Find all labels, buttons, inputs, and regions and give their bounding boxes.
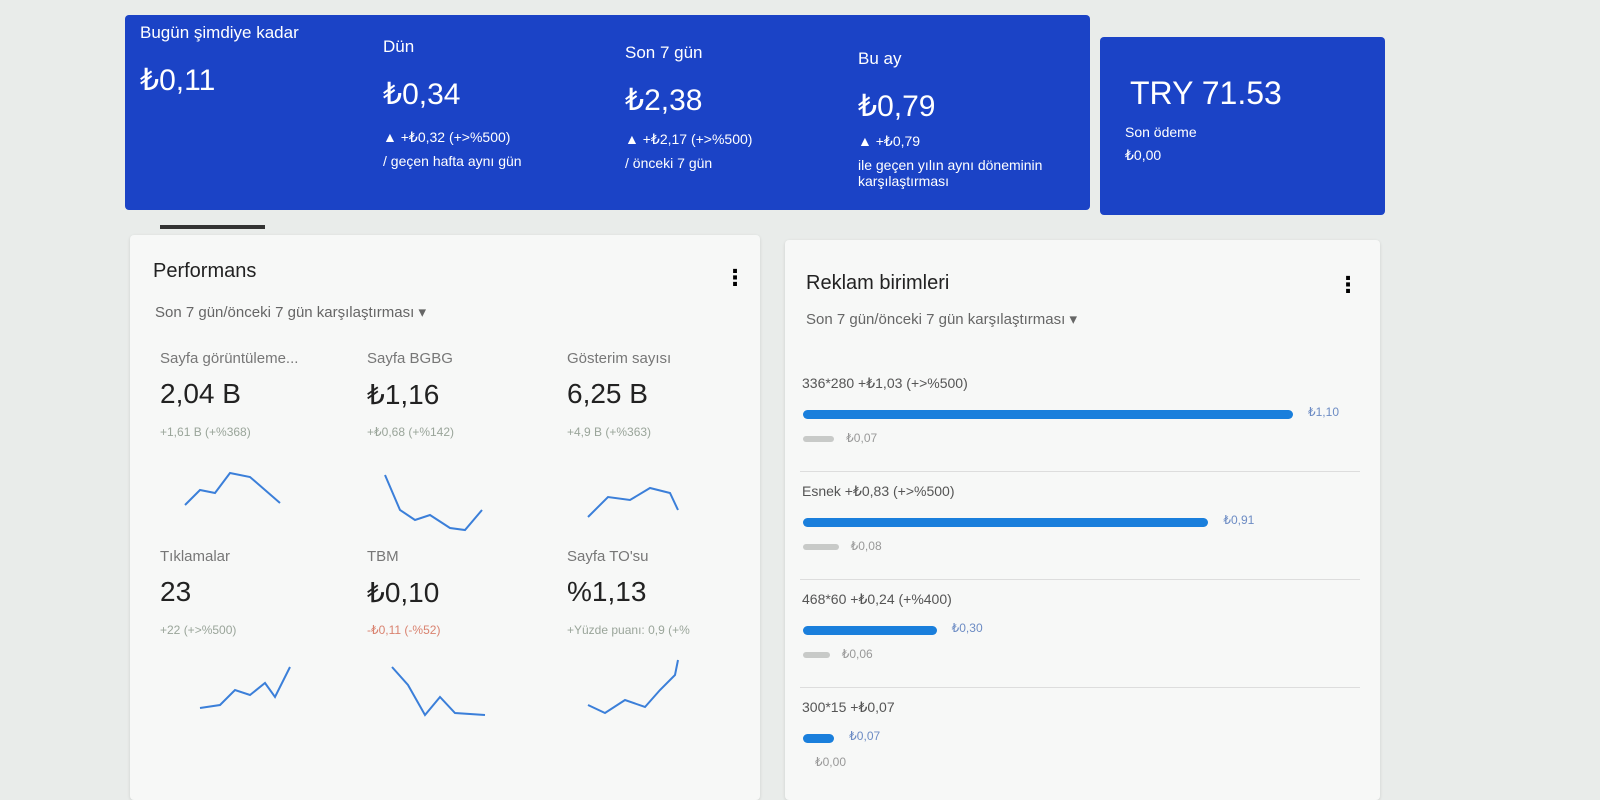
balance-value: TRY 71.53: [1130, 75, 1282, 111]
summary-value: ₺2,38: [625, 84, 703, 117]
period-select[interactable]: Son 7 gün/önceki 7 gün karşılaştırması ▾: [806, 311, 1078, 328]
menu-button[interactable]: ⋮: [1337, 272, 1359, 297]
metric-value: %1,13: [567, 576, 647, 607]
metric-label: Sayfa BGBG: [367, 350, 453, 367]
summary-note: / önceki 7 gün: [625, 155, 713, 171]
metric-value: 2,04 B: [160, 378, 241, 409]
metric-label: Gösterim sayısı: [567, 350, 672, 367]
summary-label: Dün: [383, 37, 415, 56]
sparkline: [184, 471, 281, 506]
period-text: Son 7 gün/önceki 7 gün karşılaştırması: [806, 311, 1066, 328]
current-bar: [803, 734, 835, 743]
metric-change: +₺0,68 (+%142): [367, 425, 455, 439]
current-bar: [803, 518, 1209, 527]
separator: [800, 579, 1360, 580]
unit-label: 336*280 +₺1,03 (+>%500): [802, 375, 968, 391]
metric-label: Sayfa görüntüleme...: [160, 350, 299, 367]
metric-label: Sayfa TO'su: [567, 548, 649, 565]
previous-bar: [803, 436, 835, 442]
metric-value: ₺0,10: [367, 577, 440, 608]
metric-label: Tıklamalar: [160, 548, 231, 565]
previous-label: ₺0,08: [850, 539, 882, 553]
divider: [160, 225, 265, 229]
metric-value: 23: [160, 576, 192, 607]
summary-value: ₺0,11: [140, 64, 216, 97]
balance-label: Son ödeme: [1125, 124, 1197, 140]
summary-label: Bugün şimdiye kadar: [140, 23, 299, 42]
card-title: Performans: [153, 260, 257, 282]
current-label: ₺0,30: [951, 621, 983, 635]
unit-label: Esnek +₺0,83 (+>%500): [802, 483, 955, 499]
sparkline: [199, 666, 291, 709]
summary-label: Bu ay: [858, 49, 902, 68]
sparkline: [384, 474, 483, 532]
current-label: ₺0,07: [849, 729, 881, 743]
earnings-banner: Bugün şimdiye kadar ₺0,11 Dün ₺0,34 ▲ +₺0,32…: [125, 15, 1090, 210]
summary-label: Son 7 gün: [625, 43, 703, 62]
card-title: Reklam birimleri: [806, 272, 950, 294]
summary-note: ile geçen yılın aynı döneminin karşılaşt…: [858, 157, 1043, 189]
unit-label: 300*15 +₺0,07: [802, 699, 895, 715]
previous-label: ₺0,00: [815, 755, 846, 769]
performance-card: Performans ⋮ Son 7 gün/önceki 7 gün karş…: [130, 235, 760, 800]
summary-change: ▲ +₺0,32 (+>%500): [383, 129, 511, 145]
current-bar: [803, 410, 1293, 419]
metric-change: +22 (+>%500): [160, 623, 237, 637]
previous-label: ₺0,07: [846, 431, 878, 445]
current-label: ₺0,91: [1223, 513, 1255, 527]
period-text: Son 7 gün/önceki 7 gün karşılaştırması: [155, 304, 415, 321]
current-bar: [803, 626, 937, 635]
summary-note: / geçen hafta aynı gün: [383, 153, 522, 169]
summary-change: ▲ +₺0,79: [858, 133, 921, 149]
current-label: ₺1,10: [1308, 405, 1339, 419]
ad-units-card: Reklam birimleri ⋮ Son 7 gün/önceki 7 gü…: [785, 240, 1380, 800]
metric-change: -₺0,11 (-%52): [367, 623, 441, 637]
summary-change: ▲ +₺2,17 (+>%500): [625, 131, 753, 147]
previous-bar: [803, 544, 839, 550]
menu-button[interactable]: ⋮: [724, 265, 746, 290]
metric-change: +1,61 B (+%368): [160, 425, 251, 439]
metric-value: 6,25 B: [567, 378, 648, 409]
sparkline: [587, 659, 679, 715]
summary-value: ₺0,34: [383, 78, 461, 111]
separator: [800, 687, 1360, 688]
metric-label: TBM: [367, 548, 399, 565]
separator: [800, 471, 1360, 472]
sparklines: [184, 471, 679, 717]
metric-value: ₺1,16: [367, 379, 440, 410]
summary-value: ₺0,79: [858, 90, 936, 123]
metric-change: +Yüzde puanı: 0,9 (+%: [567, 623, 690, 637]
sparkline: [391, 666, 486, 717]
balance-amount: ₺0,00: [1125, 147, 1162, 163]
period-select[interactable]: Son 7 gün/önceki 7 gün karşılaştırması ▾: [155, 304, 427, 321]
sparkline: [587, 486, 679, 518]
metric-change: +4,9 B (+%363): [567, 425, 652, 439]
unit-label: 468*60 +₺0,24 (+%400): [802, 591, 952, 607]
balance-box: TRY 71.53 Son ödeme ₺0,00: [1100, 37, 1385, 215]
previous-bar: [803, 652, 830, 658]
previous-label: ₺0,06: [841, 647, 873, 661]
